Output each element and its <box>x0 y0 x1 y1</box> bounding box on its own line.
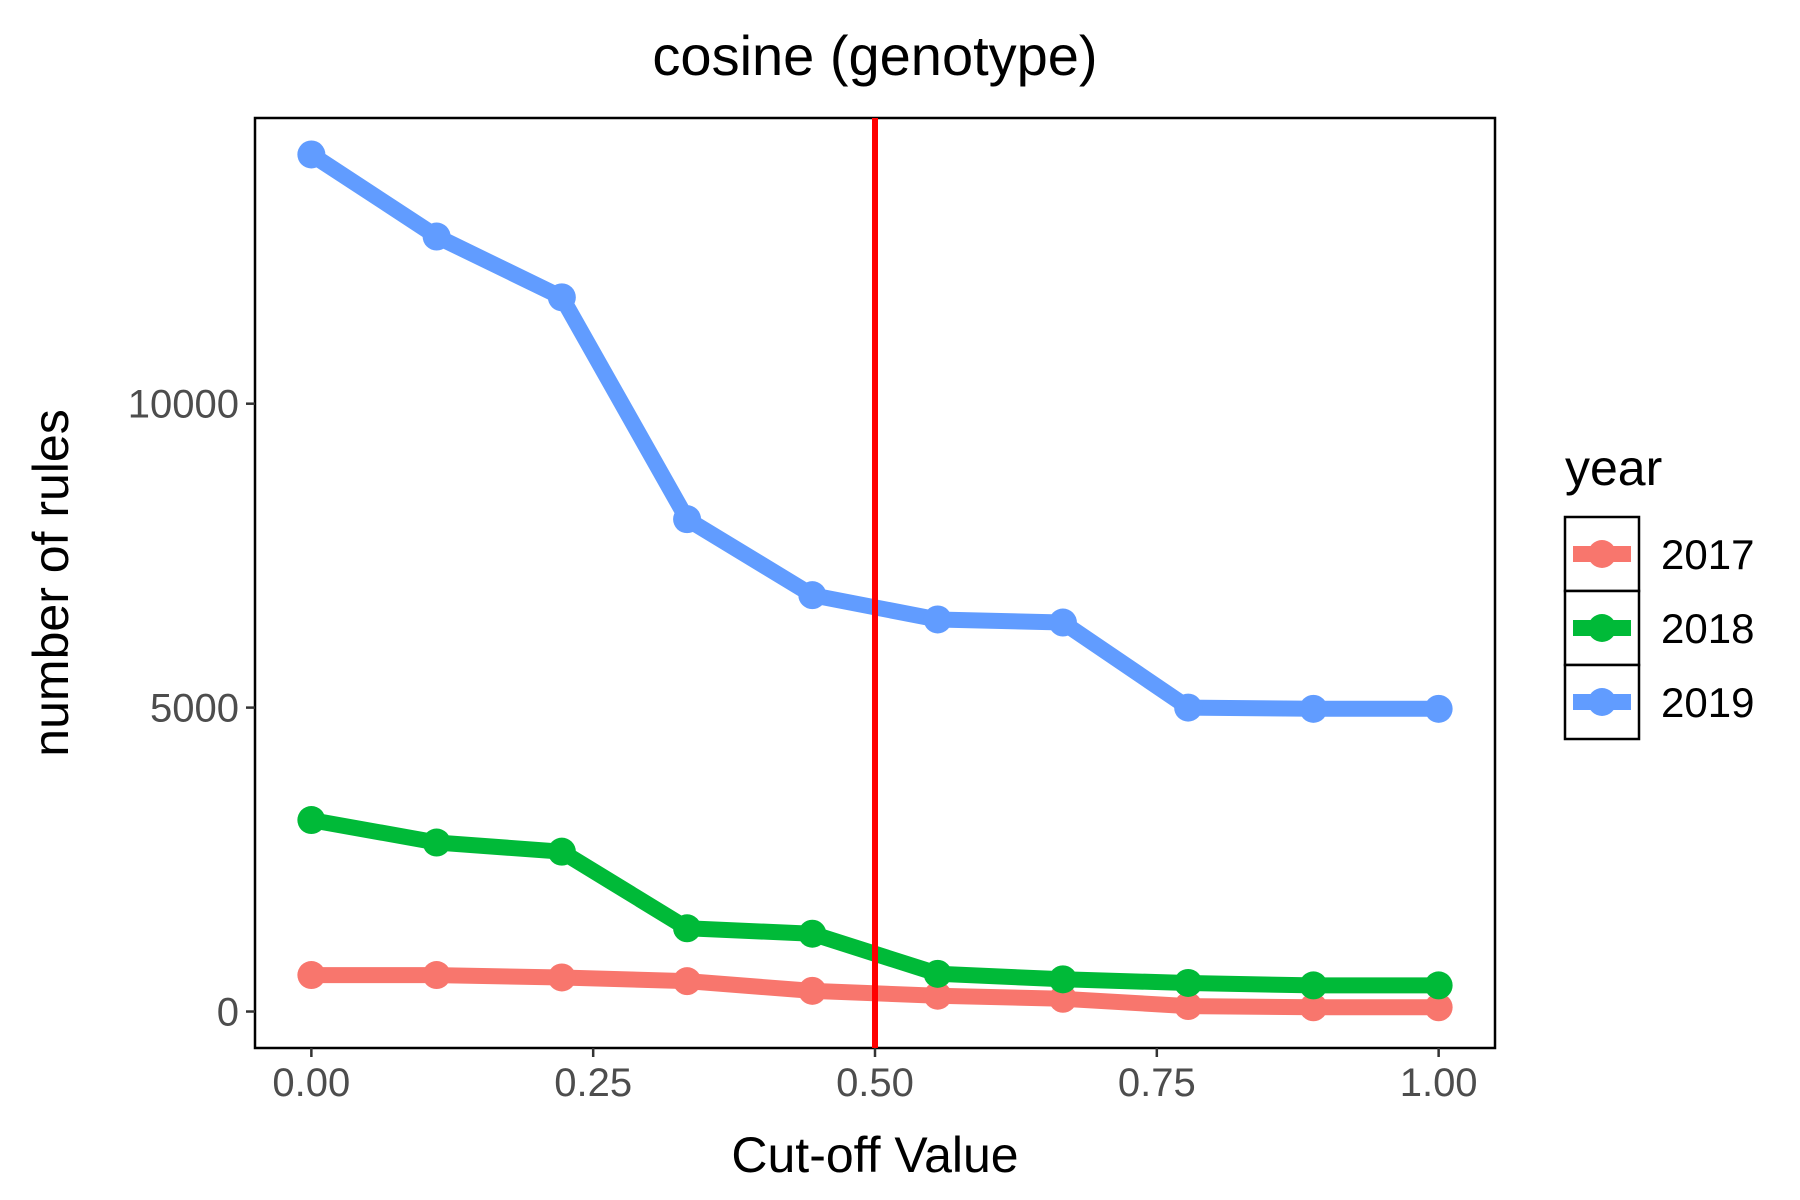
data-point-2018 <box>798 919 827 948</box>
x-axis-title: Cut-off Value <box>731 1127 1018 1183</box>
legend-key-point <box>1588 688 1616 716</box>
legend-key-point <box>1588 614 1616 642</box>
data-point-2018 <box>547 837 576 866</box>
legend-items: 2017 2018 2019 <box>1563 515 1754 741</box>
data-point-2017 <box>547 963 576 992</box>
data-point-2019 <box>422 222 451 251</box>
data-point-2018 <box>923 959 952 988</box>
data-point-2017 <box>1424 993 1453 1022</box>
data-point-2017 <box>673 967 702 996</box>
data-point-2018 <box>422 828 451 857</box>
data-point-2019 <box>798 581 827 610</box>
y-axis-title: number of rules <box>23 409 79 756</box>
legend-label: 2017 <box>1661 531 1754 578</box>
data-point-2017 <box>422 961 451 990</box>
data-point-2017 <box>1174 992 1203 1021</box>
data-point-2019 <box>1048 608 1077 637</box>
data-point-2018 <box>1424 971 1453 1000</box>
x-tick-label: 0.00 <box>272 1061 350 1105</box>
data-point-2018 <box>1174 968 1203 997</box>
data-point-2019 <box>1299 694 1328 723</box>
data-point-2019 <box>1424 694 1453 723</box>
x-tick-label: 1.00 <box>1400 1061 1478 1105</box>
legend-label: 2019 <box>1661 679 1754 726</box>
data-point-2019 <box>673 505 702 534</box>
legend-title: year <box>1565 440 1662 496</box>
data-point-2018 <box>1299 971 1328 1000</box>
y-tick-label: 0 <box>217 991 239 1035</box>
data-point-2017 <box>923 981 952 1010</box>
legend-key-point <box>1588 540 1616 568</box>
x-tick-label: 0.25 <box>554 1061 632 1105</box>
data-point-2017 <box>798 976 827 1005</box>
chart-title: cosine (genotype) <box>652 24 1097 87</box>
y-tick-label: 10000 <box>128 383 239 427</box>
data-point-2019 <box>1174 693 1203 722</box>
data-point-2019 <box>297 140 326 169</box>
x-axis: 0.00 0.25 0.50 0.75 1.00 <box>272 1048 1478 1105</box>
data-point-2017 <box>1048 984 1077 1013</box>
legend-label: 2018 <box>1661 605 1754 652</box>
data-point-2018 <box>297 806 326 835</box>
data-point-2018 <box>673 914 702 943</box>
data-point-2017 <box>1299 993 1328 1022</box>
y-tick-label: 5000 <box>150 687 239 731</box>
data-point-2019 <box>547 283 576 312</box>
x-tick-label: 0.75 <box>1118 1061 1196 1105</box>
data-point-2017 <box>297 961 326 990</box>
legend: year 2017 2018 2019 <box>1563 440 1754 741</box>
data-point-2018 <box>1048 965 1077 994</box>
y-axis: 0 5000 10000 <box>128 383 255 1035</box>
x-tick-label: 0.50 <box>836 1061 914 1105</box>
data-point-2019 <box>923 605 952 634</box>
